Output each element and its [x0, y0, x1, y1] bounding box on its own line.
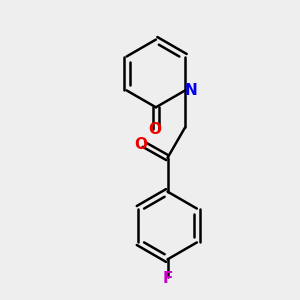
Text: O: O	[134, 137, 148, 152]
Text: N: N	[185, 83, 197, 98]
Text: F: F	[162, 271, 173, 286]
Text: O: O	[148, 122, 161, 137]
